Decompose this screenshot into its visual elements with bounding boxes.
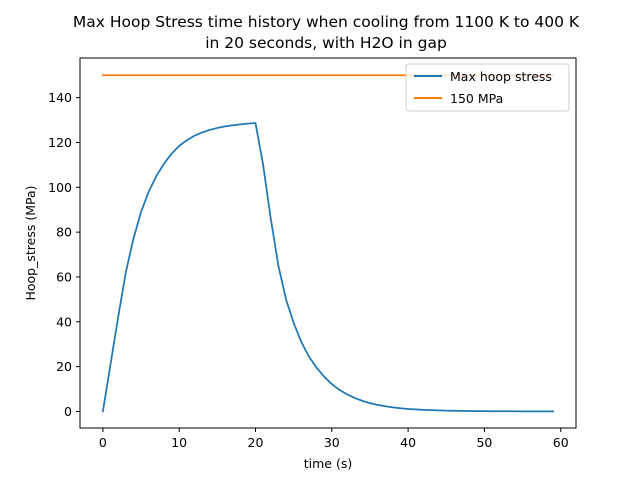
x-axis-ticks: 0 10 20 30 40 50 60 <box>99 428 569 450</box>
y-axis-ticks: 0 20 40 60 80 100 120 140 <box>48 90 80 419</box>
y-tick-label: 20 <box>56 359 72 374</box>
x-tick-label: 10 <box>171 435 187 450</box>
legend-label-max-hoop-stress: Max hoop stress <box>450 69 552 84</box>
chart-title-line-1: Max Hoop Stress time history when coolin… <box>73 13 580 31</box>
y-tick-label: 60 <box>56 269 72 284</box>
y-tick-label: 100 <box>48 180 72 195</box>
x-tick-label: 30 <box>324 435 340 450</box>
y-tick-label: 40 <box>56 314 72 329</box>
legend: Max hoop stress 150 MPa <box>405 63 570 112</box>
x-tick-label: 60 <box>553 435 569 450</box>
x-tick-label: 50 <box>476 435 492 450</box>
y-axis-label: Hoop_stress (MPa) <box>23 185 38 300</box>
x-tick-label: 40 <box>400 435 416 450</box>
chart-title-line-2: in 20 seconds, with H2O in gap <box>205 34 447 52</box>
x-tick-label: 0 <box>99 435 107 450</box>
plot-frame <box>79 57 577 429</box>
legend-box <box>405 63 570 112</box>
y-tick-label: 140 <box>48 90 72 105</box>
x-axis-label: time (s) <box>304 456 352 471</box>
series-line-0 <box>101 122 554 413</box>
legend-label-150-mpa: 150 MPa <box>450 91 503 106</box>
x-tick-label: 20 <box>248 435 264 450</box>
y-tick-label: 80 <box>56 225 72 240</box>
y-tick-label: 120 <box>48 135 72 150</box>
y-tick-label: 0 <box>64 404 72 419</box>
